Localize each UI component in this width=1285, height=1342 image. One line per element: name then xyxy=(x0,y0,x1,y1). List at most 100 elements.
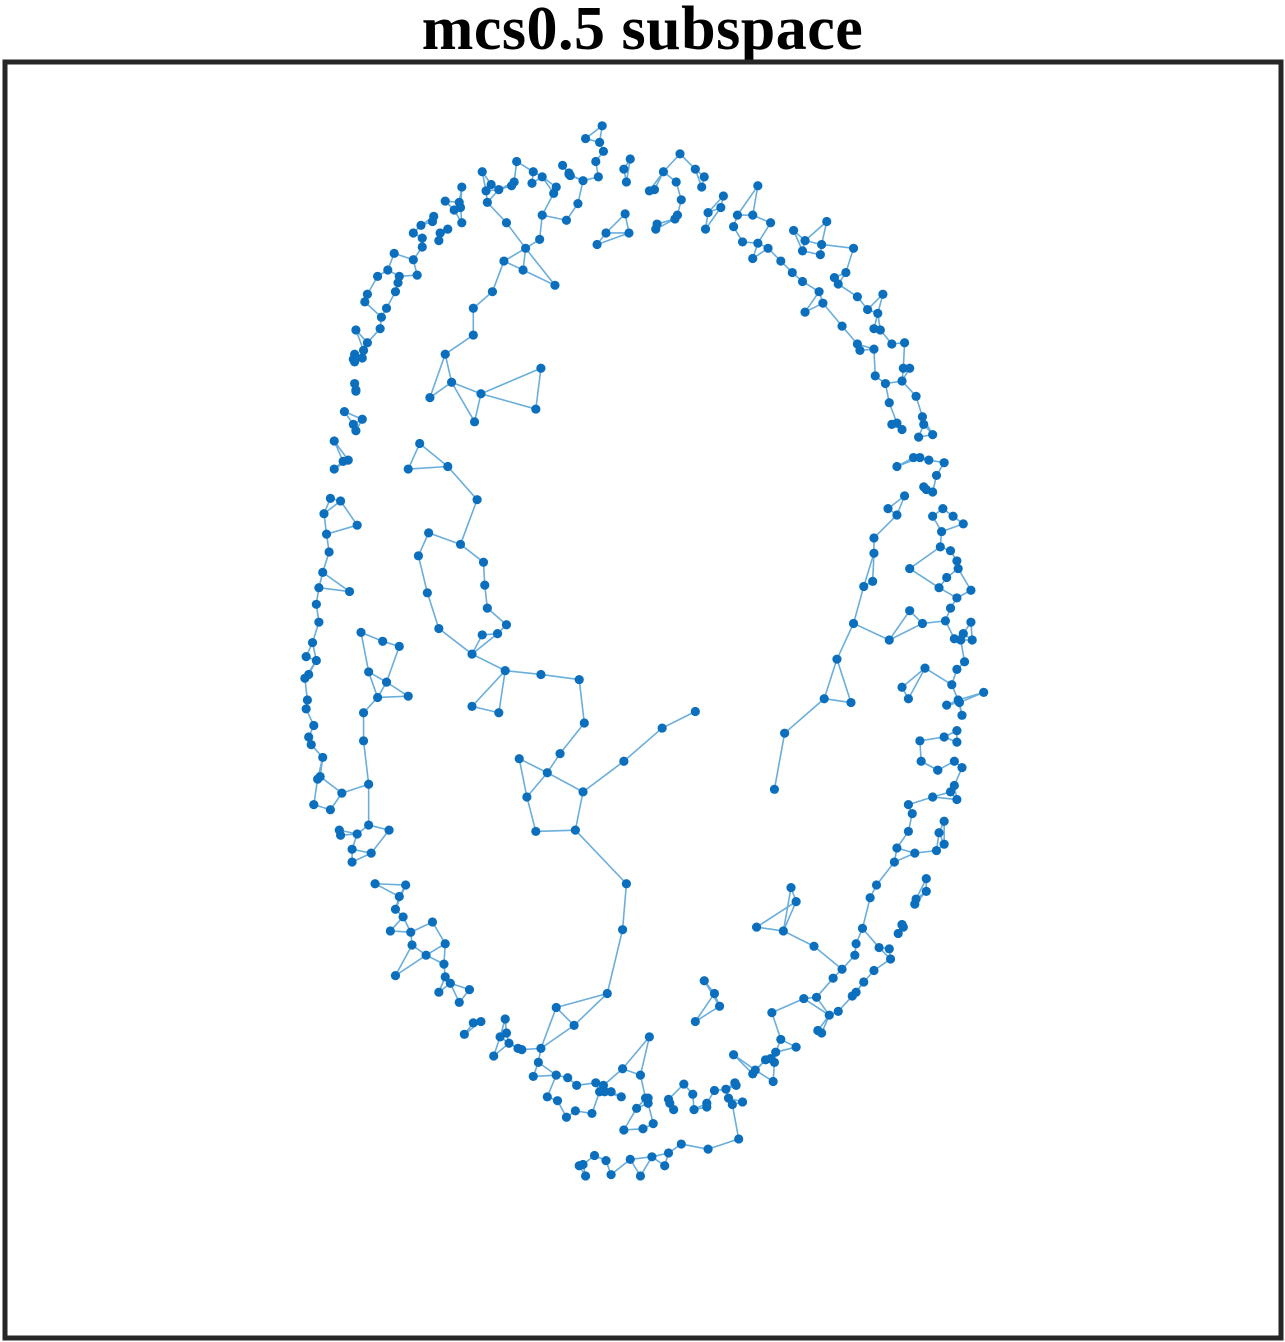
graph-node xyxy=(699,976,709,986)
graph-node xyxy=(358,345,369,355)
graph-node xyxy=(959,657,970,667)
graph-node xyxy=(690,164,700,174)
graph-edge xyxy=(362,740,370,785)
graph-node xyxy=(311,599,321,609)
graph-node xyxy=(362,338,372,348)
graph-edge xyxy=(813,945,843,970)
graph-node xyxy=(786,882,796,893)
graph-edge xyxy=(322,571,350,593)
graph-edge xyxy=(326,524,358,535)
graph-node xyxy=(549,188,559,199)
graph-edge xyxy=(621,1036,650,1070)
graph-node xyxy=(445,978,455,988)
graph-node xyxy=(928,429,938,440)
graph-node xyxy=(573,199,583,209)
graph-node xyxy=(394,891,404,902)
graph-node xyxy=(467,701,477,711)
graph-node xyxy=(769,1057,780,1067)
graph-node xyxy=(897,424,907,435)
graph-node xyxy=(561,1112,572,1122)
graph-edge xyxy=(861,897,871,929)
graph-node xyxy=(928,511,938,521)
graph-node xyxy=(514,754,524,764)
graph-edge xyxy=(505,222,527,249)
graph-node xyxy=(390,971,401,981)
graph-node xyxy=(440,939,450,949)
graph-node xyxy=(390,904,401,914)
graph-node xyxy=(313,774,323,784)
graph-node xyxy=(966,617,976,627)
graph-node xyxy=(440,196,450,206)
graph-node xyxy=(421,950,431,960)
graph-node xyxy=(788,225,799,236)
graph-node xyxy=(869,344,879,354)
graph-node xyxy=(952,794,962,805)
graph-node xyxy=(339,407,350,417)
graph-node xyxy=(899,338,910,348)
graph-node xyxy=(732,210,743,220)
graph-node xyxy=(319,509,329,519)
graph-node xyxy=(878,289,888,299)
graph-node xyxy=(908,452,919,463)
graph-node xyxy=(518,265,528,275)
graph-node xyxy=(851,939,861,949)
graph-node xyxy=(644,1032,654,1042)
graph-edge xyxy=(417,555,429,594)
graph-node xyxy=(439,959,449,969)
graph-node xyxy=(753,181,763,191)
graph-node xyxy=(855,345,865,355)
graph-node xyxy=(883,504,893,514)
graph-node xyxy=(415,438,425,449)
graph-node xyxy=(587,1108,597,1119)
graph-node xyxy=(301,652,311,662)
graph-node xyxy=(652,219,662,229)
graph-node xyxy=(454,997,464,1008)
graph-node xyxy=(828,973,838,983)
graph-node xyxy=(309,800,319,810)
graph-node xyxy=(398,912,408,922)
graph-node xyxy=(306,740,316,750)
graph-node xyxy=(477,630,487,640)
graph-edge xyxy=(535,368,542,410)
graph-node xyxy=(780,728,790,738)
graph-node xyxy=(880,378,891,389)
graph-edge xyxy=(450,381,476,423)
graph-node xyxy=(797,276,808,287)
graph-edge xyxy=(429,353,446,398)
graph-node xyxy=(811,992,822,1002)
graph-node xyxy=(533,1057,543,1067)
graph-node xyxy=(578,176,588,186)
graph-node xyxy=(364,820,374,830)
graph-node xyxy=(869,533,879,543)
graph-node xyxy=(702,1098,712,1108)
graph-node xyxy=(892,843,902,853)
graph-node xyxy=(403,464,413,474)
graph-node xyxy=(907,808,917,819)
graph-node xyxy=(348,354,358,364)
graph-node xyxy=(910,848,920,858)
graph-node xyxy=(919,419,929,429)
graph-node xyxy=(945,603,956,613)
graph-edge xyxy=(821,243,854,250)
graph-node xyxy=(620,209,630,219)
graph-node xyxy=(536,1043,546,1053)
graph-node xyxy=(325,493,335,503)
graph-node xyxy=(563,1073,573,1083)
graph-node xyxy=(874,942,884,953)
graph-node xyxy=(952,664,962,674)
graph-node xyxy=(690,1016,700,1027)
graph-node xyxy=(751,922,762,932)
graph-node xyxy=(870,371,880,381)
graph-node xyxy=(952,593,962,603)
graph-node xyxy=(580,1171,591,1181)
graph-edge xyxy=(836,623,855,660)
graph-edge xyxy=(546,772,584,793)
graph-node xyxy=(947,680,957,690)
graph-edge xyxy=(540,1007,557,1049)
graph-edge xyxy=(784,698,825,734)
graph-node xyxy=(921,886,931,897)
graph-node xyxy=(709,988,720,999)
graph-node xyxy=(536,363,546,373)
graph-node xyxy=(504,1038,514,1048)
graph-node xyxy=(321,529,332,539)
